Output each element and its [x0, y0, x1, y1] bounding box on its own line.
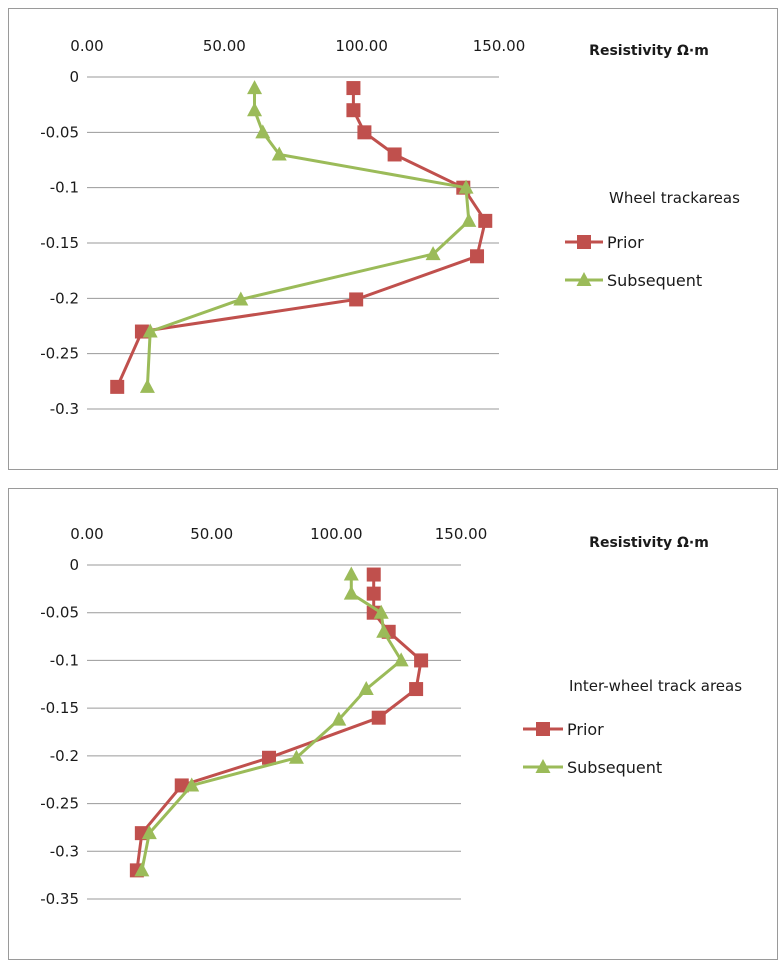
data-point-subsequent	[247, 102, 263, 117]
y-tick-label: -0.3	[50, 842, 79, 860]
x-tick-label: 100.00	[335, 37, 388, 55]
data-point-subsequent	[255, 124, 271, 139]
legend-label-prior: Prior	[567, 720, 604, 739]
data-point-prior	[478, 213, 493, 228]
data-point-subsequent	[233, 291, 249, 306]
x-tick-label: 50.00	[203, 37, 246, 55]
data-point-subsequent	[247, 80, 263, 95]
data-point-subsequent	[184, 777, 200, 792]
data-point-subsequent	[343, 566, 359, 581]
y-tick-label: -0.2	[50, 289, 79, 307]
legend-marker-prior	[577, 235, 591, 249]
data-point-prior	[346, 81, 361, 96]
x-axis-title: Resistivity Ω·m	[589, 535, 709, 551]
data-point-subsequent	[376, 623, 392, 638]
series-line-subsequent	[145, 88, 471, 387]
data-point-subsequent	[458, 179, 474, 194]
data-point-prior	[409, 682, 424, 697]
data-point-prior	[371, 710, 386, 725]
resistivity-chart-wheel-track: 0 -0.05 -0.1 -0.15 -0.2 -0.25 -0.3 0.00 50.00 100…	[40, 37, 740, 418]
data-point-subsequent	[134, 862, 150, 877]
legend-title: Wheel trackareas	[609, 189, 740, 207]
data-point-subsequent	[343, 585, 359, 600]
data-point-subsequent	[393, 652, 409, 667]
legend-label-prior: Prior	[607, 233, 644, 252]
data-point-prior	[366, 586, 381, 601]
data-point-subsequent	[142, 323, 158, 338]
data-point-prior	[470, 249, 485, 264]
y-tick-label: 0	[69, 556, 79, 574]
y-tick-label: -0.3	[50, 400, 79, 418]
x-tick-label: 150.00	[473, 37, 526, 55]
data-point-prior	[174, 778, 189, 793]
y-tick-label: -0.15	[40, 699, 79, 717]
y-tick-label: -0.1	[50, 179, 79, 197]
x-axis-title: Resistivity Ω·m	[589, 43, 709, 59]
x-tick-label: 150.00	[435, 525, 488, 543]
y-tick-label: -0.05	[40, 604, 79, 622]
legend-title: Inter-wheel track areas	[569, 677, 742, 695]
data-point-prior	[262, 750, 277, 765]
legend-marker-prior	[536, 722, 550, 736]
data-point-subsequent	[373, 604, 389, 619]
data-point-prior	[346, 103, 361, 118]
y-tick-label: -0.15	[40, 234, 79, 252]
data-point-prior	[357, 125, 372, 140]
data-point-prior	[349, 292, 364, 307]
data-point-prior	[387, 147, 402, 162]
data-point-subsequent	[288, 749, 304, 764]
y-tick-label: -0.35	[40, 890, 79, 908]
y-tick-label: 0	[69, 68, 79, 86]
data-point-subsequent	[461, 212, 477, 227]
data-point-prior	[414, 653, 429, 668]
y-tick-label: -0.25	[40, 345, 79, 363]
chart-panel-wheel-track: 0 -0.05 -0.1 -0.15 -0.2 -0.25 -0.3 0.00 50.00 100…	[8, 8, 778, 470]
y-tick-label: -0.05	[40, 123, 79, 141]
data-point-subsequent	[358, 681, 374, 696]
data-point-subsequent	[141, 825, 157, 840]
x-tick-label: 0.00	[70, 37, 103, 55]
series-line-prior	[115, 88, 487, 388]
x-tick-label: 0.00	[70, 525, 103, 543]
y-tick-label: -0.25	[40, 795, 79, 813]
x-tick-label: 100.00	[310, 525, 363, 543]
data-point-prior	[366, 567, 381, 582]
legend-marker-subsequent	[535, 759, 551, 773]
legend-label-subsequent: Subsequent	[567, 758, 662, 777]
data-point-subsequent	[271, 146, 287, 161]
data-point-subsequent	[139, 378, 155, 393]
chart-panel-inter-wheel-track: 0 -0.05 -0.1 -0.15 -0.2 -0.25 -0.3 -0.35 0.00 50.…	[8, 488, 778, 960]
data-point-subsequent	[331, 711, 347, 726]
data-point-subsequent	[425, 246, 441, 261]
y-tick-label: -0.1	[50, 651, 79, 669]
resistivity-chart-inter-wheel-track: 0 -0.05 -0.1 -0.15 -0.2 -0.25 -0.3 -0.35 0.00 50.…	[40, 525, 742, 908]
y-tick-label: -0.2	[50, 747, 79, 765]
legend-label-subsequent: Subsequent	[607, 271, 702, 290]
data-point-prior	[110, 379, 125, 394]
x-tick-label: 50.00	[190, 525, 233, 543]
legend-marker-subsequent	[576, 272, 592, 286]
